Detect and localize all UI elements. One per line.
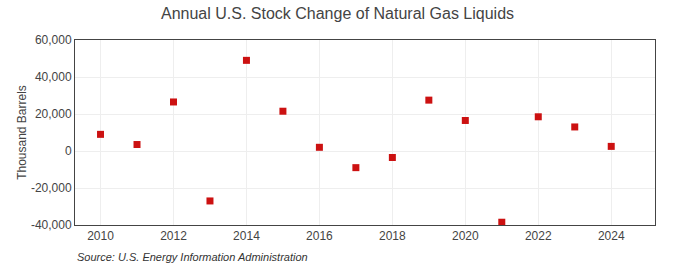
svg-text:Annual U.S. Stock Change of Na: Annual U.S. Stock Change of Natural Gas … bbox=[161, 5, 514, 22]
svg-text:20,000: 20,000 bbox=[35, 107, 72, 121]
svg-text:2024: 2024 bbox=[598, 229, 625, 243]
svg-text:Thousand Barrels: Thousand Barrels bbox=[15, 85, 29, 180]
svg-text:2016: 2016 bbox=[306, 229, 333, 243]
svg-text:2014: 2014 bbox=[233, 229, 260, 243]
svg-text:2012: 2012 bbox=[160, 229, 187, 243]
svg-text:0: 0 bbox=[65, 144, 72, 158]
svg-text:2018: 2018 bbox=[379, 229, 406, 243]
svg-text:2020: 2020 bbox=[452, 229, 479, 243]
svg-text:Source: U.S. Energy Informatio: Source: U.S. Energy Information Administ… bbox=[77, 251, 308, 263]
svg-text:-20,000: -20,000 bbox=[31, 181, 72, 195]
svg-text:2022: 2022 bbox=[525, 229, 552, 243]
svg-text:-40,000: -40,000 bbox=[31, 218, 72, 232]
svg-text:60,000: 60,000 bbox=[35, 33, 72, 47]
svg-text:40,000: 40,000 bbox=[35, 70, 72, 84]
svg-text:2010: 2010 bbox=[87, 229, 114, 243]
